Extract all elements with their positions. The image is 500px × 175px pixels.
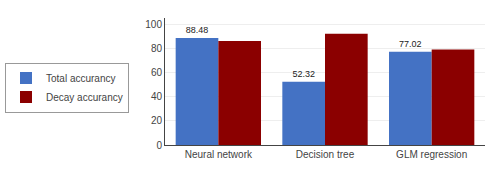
svg-text:GLM regression: GLM regression bbox=[396, 149, 467, 160]
svg-text:Decision tree: Decision tree bbox=[296, 149, 355, 160]
svg-text:60: 60 bbox=[151, 67, 163, 78]
svg-text:Decay accurancy: Decay accurancy bbox=[46, 92, 123, 103]
svg-text:40: 40 bbox=[151, 91, 163, 102]
svg-text:80: 80 bbox=[151, 43, 163, 54]
svg-text:20: 20 bbox=[151, 115, 163, 126]
svg-text:52.32: 52.32 bbox=[292, 69, 315, 79]
svg-text:0: 0 bbox=[156, 140, 162, 151]
svg-text:100: 100 bbox=[145, 19, 162, 30]
svg-text:88.48: 88.48 bbox=[186, 25, 209, 35]
svg-text:77.02: 77.02 bbox=[399, 39, 422, 49]
svg-text:Neural network: Neural network bbox=[185, 149, 253, 160]
svg-text:Total accurancy: Total accurancy bbox=[46, 73, 115, 84]
